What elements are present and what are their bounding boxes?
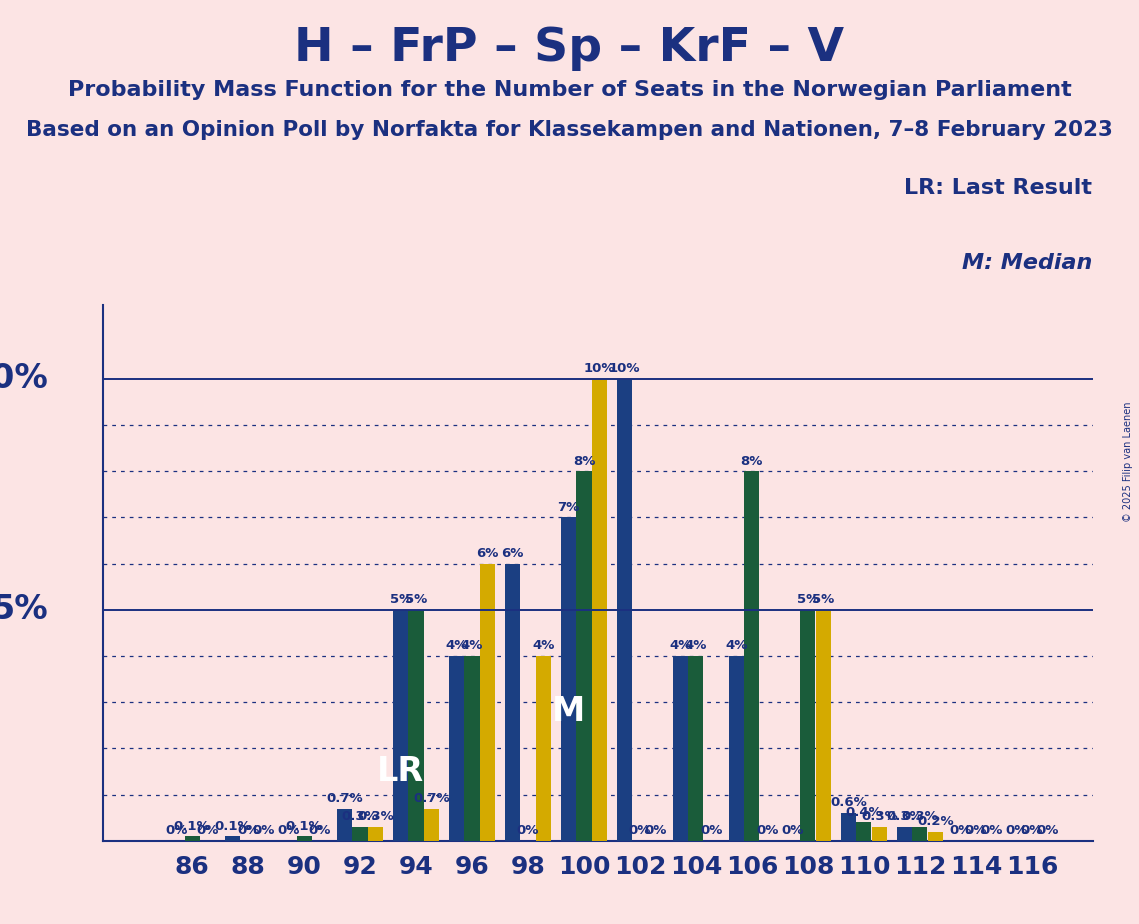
Text: 0%: 0% [309, 824, 330, 837]
Text: Based on an Opinion Poll by Norfakta for Klassekampen and Nationen, 7–8 February: Based on an Opinion Poll by Norfakta for… [26, 120, 1113, 140]
Text: 0%: 0% [237, 824, 260, 837]
Text: 5%: 5% [812, 593, 835, 606]
Text: 0.1%: 0.1% [174, 820, 211, 833]
Text: 0%: 0% [781, 824, 804, 837]
Text: 4%: 4% [726, 639, 747, 652]
Text: 0.1%: 0.1% [214, 820, 251, 833]
Bar [226, 836, 240, 841]
Text: 4%: 4% [685, 639, 707, 652]
Text: 5%: 5% [0, 593, 48, 626]
Text: 10%: 10% [0, 362, 48, 395]
Bar [393, 610, 408, 841]
Bar [576, 471, 591, 841]
Text: 7%: 7% [557, 501, 580, 514]
Text: © 2025 Filip van Laenen: © 2025 Filip van Laenen [1123, 402, 1132, 522]
Text: M: Median: M: Median [962, 253, 1092, 273]
Text: 0%: 0% [1036, 824, 1058, 837]
Bar [816, 610, 830, 841]
Text: 5%: 5% [390, 593, 412, 606]
Bar [352, 827, 368, 841]
Text: 6%: 6% [501, 547, 524, 560]
Bar [673, 656, 688, 841]
Text: H – FrP – Sp – KrF – V: H – FrP – Sp – KrF – V [295, 26, 844, 71]
Bar [841, 813, 857, 841]
Bar [296, 836, 312, 841]
Text: 10%: 10% [583, 362, 615, 375]
Text: 0%: 0% [629, 824, 652, 837]
Text: 0%: 0% [645, 824, 666, 837]
Text: 5%: 5% [404, 593, 427, 606]
Bar [801, 610, 816, 841]
Bar [912, 827, 927, 841]
Text: 0.7%: 0.7% [413, 792, 450, 805]
Bar [592, 379, 607, 841]
Text: 0.4%: 0.4% [845, 806, 883, 819]
Text: 0.3%: 0.3% [861, 810, 898, 823]
Text: 0%: 0% [1006, 824, 1027, 837]
Text: 0.2%: 0.2% [917, 815, 953, 828]
Text: 0%: 0% [165, 824, 188, 837]
Text: 0%: 0% [196, 824, 219, 837]
Bar [928, 832, 943, 841]
Text: 0.7%: 0.7% [327, 792, 363, 805]
Bar [185, 836, 199, 841]
Text: 0%: 0% [756, 824, 779, 837]
Bar [505, 564, 521, 841]
Text: 4%: 4% [532, 639, 555, 652]
Text: 0.3%: 0.3% [342, 810, 378, 823]
Bar [535, 656, 551, 841]
Bar [465, 656, 480, 841]
Bar [562, 517, 576, 841]
Bar [337, 808, 352, 841]
Bar [745, 471, 760, 841]
Bar [729, 656, 744, 841]
Text: 0.3%: 0.3% [357, 810, 394, 823]
Bar [424, 808, 439, 841]
Bar [480, 564, 495, 841]
Text: 0.3%: 0.3% [886, 810, 923, 823]
Text: 4%: 4% [461, 639, 483, 652]
Bar [449, 656, 465, 841]
Bar [409, 610, 424, 841]
Text: 0.3%: 0.3% [901, 810, 939, 823]
Bar [368, 827, 383, 841]
Text: LR: LR [377, 755, 424, 788]
Text: Probability Mass Function for the Number of Seats in the Norwegian Parliament: Probability Mass Function for the Number… [67, 80, 1072, 101]
Text: 0.6%: 0.6% [830, 796, 867, 809]
Text: 0%: 0% [980, 824, 1002, 837]
Text: 5%: 5% [797, 593, 819, 606]
Bar [871, 827, 887, 841]
Bar [617, 379, 632, 841]
Text: 4%: 4% [445, 639, 468, 652]
Text: 0%: 0% [252, 824, 274, 837]
Bar [857, 822, 871, 841]
Text: 0%: 0% [278, 824, 300, 837]
Text: 0%: 0% [949, 824, 972, 837]
Bar [896, 827, 912, 841]
Text: 8%: 8% [740, 455, 763, 468]
Text: 0%: 0% [700, 824, 722, 837]
Text: 0%: 0% [965, 824, 988, 837]
Text: 6%: 6% [476, 547, 499, 560]
Text: 0%: 0% [517, 824, 539, 837]
Text: LR: Last Result: LR: Last Result [904, 177, 1092, 198]
Text: 4%: 4% [670, 639, 691, 652]
Text: 0.1%: 0.1% [286, 820, 322, 833]
Bar [688, 656, 704, 841]
Text: 0%: 0% [1021, 824, 1043, 837]
Text: M: M [552, 695, 585, 728]
Text: 8%: 8% [573, 455, 596, 468]
Text: 10%: 10% [609, 362, 640, 375]
